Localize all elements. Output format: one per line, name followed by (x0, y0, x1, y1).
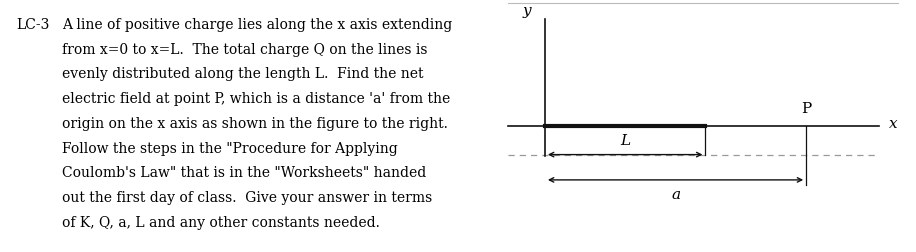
Text: Follow the steps in the "Procedure for Applying: Follow the steps in the "Procedure for A… (62, 141, 398, 155)
Text: LC-3: LC-3 (16, 18, 49, 32)
Text: evenly distributed along the length L.  Find the net: evenly distributed along the length L. F… (62, 67, 424, 81)
Text: from x=0 to x=L.  The total charge Q on the lines is: from x=0 to x=L. The total charge Q on t… (62, 42, 428, 56)
Text: electric field at point P, which is a distance 'a' from the: electric field at point P, which is a di… (62, 92, 451, 106)
Text: origin on the x axis as shown in the figure to the right.: origin on the x axis as shown in the fig… (62, 116, 448, 130)
Text: A line of positive charge lies along the x axis extending: A line of positive charge lies along the… (62, 18, 453, 32)
Text: y: y (522, 4, 531, 18)
Text: x: x (889, 116, 897, 131)
Text: out the first day of class.  Give your answer in terms: out the first day of class. Give your an… (62, 191, 432, 204)
Text: a: a (671, 188, 680, 202)
Text: of K, Q, a, L and any other constants needed.: of K, Q, a, L and any other constants ne… (62, 215, 380, 229)
Text: P: P (801, 102, 812, 116)
Text: Coulomb's Law" that is in the "Worksheets" handed: Coulomb's Law" that is in the "Worksheet… (62, 166, 427, 180)
Text: L: L (620, 134, 630, 147)
